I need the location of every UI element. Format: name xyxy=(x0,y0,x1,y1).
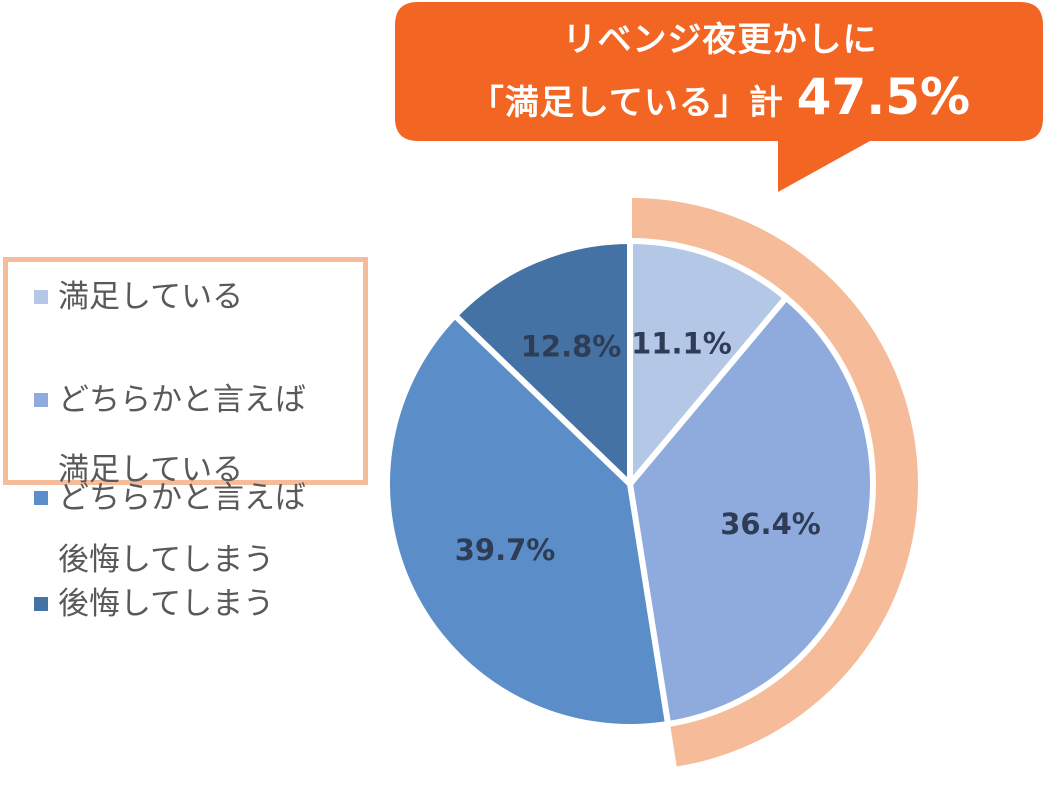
callout-title-prefix: 「満足している」計 xyxy=(469,83,784,123)
legend-label: 満足している xyxy=(58,279,244,315)
pie-slice-3 xyxy=(384,312,672,730)
pie-slice-2 xyxy=(627,294,876,728)
legend-highlight-box xyxy=(3,257,368,485)
legend-item-regret: 後悔してしまう xyxy=(34,584,274,624)
pie-data-label-1: 11.1% xyxy=(631,326,732,360)
legend-marker xyxy=(34,289,48,304)
legend-item-somewhat-regret: どちらかと言えば 後悔してしまう xyxy=(34,478,306,580)
legend-label: 後悔してしまう xyxy=(58,586,275,622)
callout-bubble xyxy=(395,2,1043,192)
legend-marker xyxy=(34,596,48,611)
callout-total-value: 47.5% xyxy=(796,68,971,126)
legend-item-satisfied: 満足している xyxy=(34,277,243,317)
pie-data-label-4: 12.8% xyxy=(521,329,622,363)
legend-label: どちらかと言えば xyxy=(58,382,306,418)
callout-title-line1: リベンジ夜更かしに xyxy=(562,20,878,60)
satisfied-highlight-ring xyxy=(632,198,918,767)
legend-item-somewhat-satisfied: どちらかと言えば 満足している xyxy=(34,380,306,490)
pie-data-label-3: 39.7% xyxy=(455,533,556,567)
callout-title-line2: 「満足している」計 47.5% xyxy=(395,68,1043,126)
legend-label-line2: 満足している xyxy=(58,452,244,488)
pie-data-label-2: 36.4% xyxy=(720,507,821,541)
legend-label-line2: 後悔してしまう xyxy=(58,542,275,578)
legend-label: どちらかと言えば xyxy=(58,480,306,516)
legend-marker xyxy=(34,392,48,407)
legend-marker xyxy=(34,490,48,505)
pie-slice-4 xyxy=(451,238,633,487)
pie-data-labels: 11.1% 36.4% 39.7% 12.8% xyxy=(455,326,821,567)
pie-slice-1 xyxy=(627,238,790,487)
pie-slices xyxy=(384,238,876,730)
